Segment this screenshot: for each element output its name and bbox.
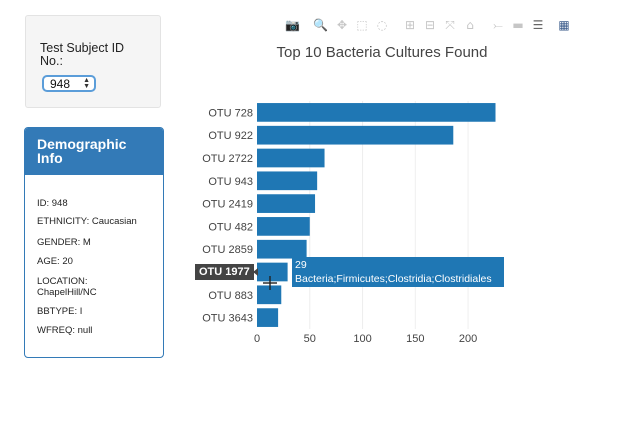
y-tick-label: OTU 728 xyxy=(208,107,253,119)
chart-title: Top 10 Bacteria Cultures Found xyxy=(276,44,488,61)
bar[interactable] xyxy=(257,125,454,145)
bar[interactable] xyxy=(257,308,279,327)
hover-compare-icon[interactable]: ☰ xyxy=(532,18,544,32)
demographic-ethnicity: ETHNICITY: Caucasian xyxy=(37,216,137,227)
hover-tooltip: 29 Bacteria;Firmicutes;Clostridia;Clostr… xyxy=(292,257,504,287)
camera-icon[interactable]: 📷 xyxy=(285,18,300,32)
bar[interactable] xyxy=(257,103,496,122)
hover-closest-icon[interactable]: ▬ xyxy=(512,18,524,32)
chart-toolbar: 📷 🔍 ✥ ⬚ ◌ ⊞ ⊟ ⤧ ⌂ ⤚ ▬ ☰ ▦ xyxy=(285,17,575,33)
hover-label: OTU 1977 xyxy=(195,264,254,280)
bar[interactable] xyxy=(257,239,307,259)
bar[interactable] xyxy=(257,148,325,168)
bar[interactable] xyxy=(257,285,282,305)
subject-id-select[interactable]: 948 ▲ ▼ xyxy=(42,75,96,92)
box-select-icon[interactable]: ⬚ xyxy=(356,18,368,32)
x-tick-label: 150 xyxy=(406,333,424,345)
bar[interactable] xyxy=(257,194,316,213)
bar[interactable] xyxy=(257,171,318,191)
crosshair-cursor-icon xyxy=(263,276,277,290)
zoom-in-icon[interactable]: ⊞ xyxy=(404,18,416,32)
y-axis-labels: OTU 728 OTU 922 OTU 2722 OTU 943 OTU 2419 OTU… xyxy=(202,107,258,325)
y-tick-label: OTU 3643 xyxy=(202,313,253,325)
bar[interactable] xyxy=(257,217,310,236)
autoscale-icon[interactable]: ⤧ xyxy=(445,18,455,32)
y-tick-label: OTU 2419 xyxy=(202,199,253,211)
y-tick-label: OTU 2722 xyxy=(202,153,253,165)
demographic-age: AGE: 20 xyxy=(37,256,73,267)
zoom-icon[interactable]: 🔍 xyxy=(313,18,328,32)
x-tick-label: 0 xyxy=(254,333,260,345)
demographic-bbtype: BBTYPE: I xyxy=(37,306,83,317)
x-tick-label: 200 xyxy=(459,333,477,345)
pan-icon[interactable]: ✥ xyxy=(336,18,348,32)
y-tick-label: OTU 883 xyxy=(208,290,253,302)
demographic-info-heading: Demographic Info xyxy=(25,128,163,175)
y-tick-label: OTU 922 xyxy=(208,130,253,142)
hover-value: 29 xyxy=(295,259,307,271)
y-tick-label: OTU 2859 xyxy=(202,244,253,256)
reset-axes-icon[interactable]: ⌂ xyxy=(466,18,474,32)
lasso-select-icon[interactable]: ◌ xyxy=(376,18,388,32)
demographic-id: ID: 948 xyxy=(37,198,68,209)
y-tick-label: OTU 482 xyxy=(208,221,253,233)
subject-id-label: Test Subject ID No.: xyxy=(40,41,125,68)
select-arrows-icon: ▲ ▼ xyxy=(83,77,90,90)
x-tick-label: 100 xyxy=(353,333,371,345)
demographic-info-panel: Demographic Info ID: 948 ETHNICITY: Cauc… xyxy=(24,127,164,358)
spike-lines-icon[interactable]: ⤚ xyxy=(493,18,503,32)
demographic-wfreq: WFREQ: null xyxy=(37,325,93,336)
demographic-gender: GENDER: M xyxy=(37,237,91,248)
bar[interactable] xyxy=(257,262,288,282)
subject-selector-panel: Test Subject ID No.: 948 ▲ ▼ xyxy=(25,15,161,108)
subject-id-value: 948 xyxy=(50,77,71,91)
y-tick-label: OTU 943 xyxy=(208,176,253,188)
x-tick-label: 50 xyxy=(304,333,316,345)
hover-text: Bacteria;Firmicutes;Clostridia;Clostridi… xyxy=(295,273,492,285)
demographic-location: LOCATION: ChapelHill/NC xyxy=(37,276,97,298)
hover-pointer xyxy=(253,268,258,276)
zoom-out-icon[interactable]: ⊟ xyxy=(424,18,436,32)
x-axis-labels: 0 50 100 150 200 xyxy=(254,333,477,345)
plotly-logo-icon[interactable]: ▦ xyxy=(558,18,570,32)
chart-bars xyxy=(257,103,496,327)
